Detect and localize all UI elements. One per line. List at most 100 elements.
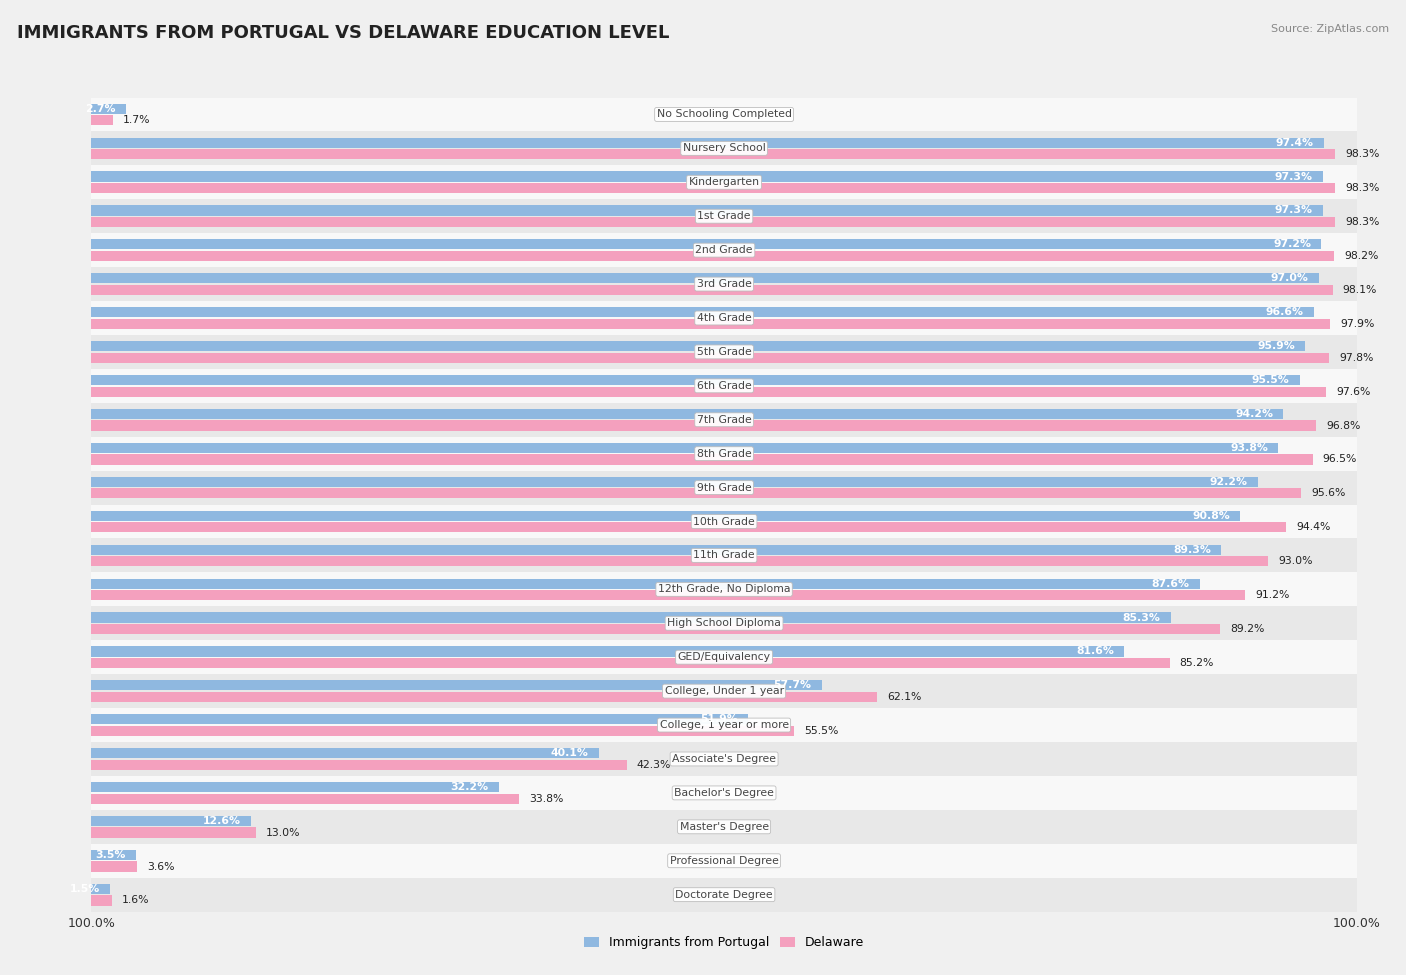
Text: 97.6%: 97.6% — [1337, 387, 1371, 397]
Bar — [91, 267, 1357, 301]
Text: 55.5%: 55.5% — [804, 725, 838, 736]
Text: IMMIGRANTS FROM PORTUGAL VS DELAWARE EDUCATION LEVEL: IMMIGRANTS FROM PORTUGAL VS DELAWARE EDU… — [17, 24, 669, 42]
Bar — [91, 776, 1357, 810]
Bar — [91, 98, 1357, 132]
Text: 33.8%: 33.8% — [529, 794, 564, 803]
Text: 98.3%: 98.3% — [1346, 149, 1379, 159]
Bar — [91, 403, 1357, 437]
Text: 98.3%: 98.3% — [1346, 183, 1379, 193]
Bar — [91, 810, 1357, 843]
Text: Nursery School: Nursery School — [683, 143, 765, 153]
Legend: Immigrants from Portugal, Delaware: Immigrants from Portugal, Delaware — [579, 931, 869, 955]
Bar — [91, 335, 1357, 369]
Text: 2nd Grade: 2nd Grade — [696, 245, 752, 255]
Bar — [91, 646, 1123, 656]
Text: 42.3%: 42.3% — [637, 760, 671, 769]
Text: 90.8%: 90.8% — [1192, 511, 1230, 521]
Bar — [91, 437, 1357, 471]
Bar — [91, 692, 877, 702]
Text: Source: ZipAtlas.com: Source: ZipAtlas.com — [1271, 24, 1389, 34]
Bar — [91, 319, 1330, 329]
Bar — [91, 369, 1357, 403]
Bar — [91, 556, 1268, 566]
Bar — [91, 488, 1301, 498]
Bar — [91, 782, 499, 793]
Bar — [91, 748, 599, 759]
Bar — [91, 137, 1324, 147]
Text: 6th Grade: 6th Grade — [697, 381, 751, 391]
Bar — [91, 149, 1336, 159]
Text: 13.0%: 13.0% — [266, 828, 301, 838]
Text: 98.3%: 98.3% — [1346, 217, 1379, 227]
Text: Doctorate Degree: Doctorate Degree — [675, 889, 773, 900]
Bar — [91, 843, 1357, 878]
Text: 1.7%: 1.7% — [124, 115, 150, 125]
Text: 7th Grade: 7th Grade — [697, 414, 751, 425]
Text: 97.8%: 97.8% — [1339, 353, 1374, 363]
Bar — [91, 103, 125, 114]
Bar — [91, 443, 1278, 453]
Bar — [91, 883, 110, 894]
Bar — [91, 794, 519, 803]
Text: 10th Grade: 10th Grade — [693, 517, 755, 526]
Bar — [91, 606, 1357, 641]
Bar — [91, 538, 1357, 572]
Bar — [91, 828, 256, 838]
Text: 97.9%: 97.9% — [1340, 319, 1375, 329]
Bar — [91, 166, 1357, 199]
Text: 97.2%: 97.2% — [1274, 240, 1312, 250]
Bar — [91, 681, 821, 690]
Bar — [91, 523, 1286, 532]
Text: No Schooling Completed: No Schooling Completed — [657, 109, 792, 120]
Bar — [91, 760, 627, 770]
Bar — [91, 477, 1258, 487]
Text: 95.5%: 95.5% — [1251, 375, 1289, 385]
Text: 12.6%: 12.6% — [202, 816, 240, 826]
Bar — [91, 674, 1357, 708]
Bar — [91, 206, 1323, 215]
Bar — [91, 511, 1240, 521]
Text: 91.2%: 91.2% — [1256, 590, 1289, 601]
Bar — [91, 641, 1357, 674]
Bar — [91, 590, 1246, 601]
Bar — [91, 545, 1222, 555]
Text: College, Under 1 year: College, Under 1 year — [665, 686, 783, 696]
Text: Associate's Degree: Associate's Degree — [672, 754, 776, 764]
Text: 3.5%: 3.5% — [96, 850, 125, 860]
Bar — [91, 353, 1329, 363]
Bar — [91, 172, 1323, 181]
Text: 89.2%: 89.2% — [1230, 624, 1264, 634]
Text: Bachelor's Degree: Bachelor's Degree — [673, 788, 775, 798]
Bar — [91, 301, 1357, 335]
Text: 8th Grade: 8th Grade — [697, 448, 751, 458]
Text: 32.2%: 32.2% — [450, 782, 489, 792]
Bar — [91, 862, 136, 872]
Bar — [91, 624, 1220, 634]
Text: 85.3%: 85.3% — [1123, 612, 1160, 622]
Text: 1.6%: 1.6% — [122, 895, 149, 906]
Text: 51.9%: 51.9% — [700, 715, 738, 724]
Text: 97.4%: 97.4% — [1275, 137, 1313, 147]
Text: GED/Equivalency: GED/Equivalency — [678, 652, 770, 662]
Bar — [91, 251, 1334, 261]
Text: 98.1%: 98.1% — [1343, 285, 1378, 294]
Text: 2.7%: 2.7% — [84, 103, 115, 114]
Text: 85.2%: 85.2% — [1180, 658, 1213, 668]
Bar — [91, 578, 1199, 589]
Bar — [91, 878, 1357, 912]
Text: 95.6%: 95.6% — [1312, 488, 1346, 498]
Bar — [91, 708, 1357, 742]
Text: 89.3%: 89.3% — [1174, 545, 1211, 555]
Bar — [91, 375, 1299, 385]
Bar — [91, 273, 1319, 284]
Text: 93.0%: 93.0% — [1278, 556, 1313, 566]
Text: High School Diploma: High School Diploma — [668, 618, 780, 628]
Bar — [91, 816, 250, 826]
Bar — [91, 612, 1171, 623]
Bar — [91, 725, 793, 736]
Text: 5th Grade: 5th Grade — [697, 347, 751, 357]
Text: 93.8%: 93.8% — [1230, 443, 1268, 453]
Bar — [91, 307, 1313, 317]
Text: 97.0%: 97.0% — [1271, 273, 1309, 284]
Text: 98.2%: 98.2% — [1344, 251, 1378, 261]
